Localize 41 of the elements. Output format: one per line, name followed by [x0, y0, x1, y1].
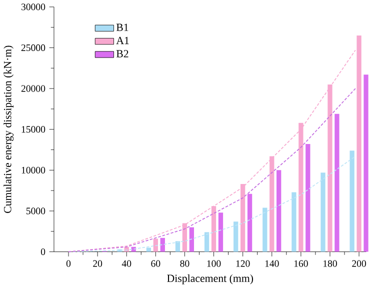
legend-label: B1: [116, 24, 128, 32]
y-tick-label: 30000: [21, 4, 46, 10]
bar: [334, 114, 340, 252]
y-tick-label: 25000: [21, 44, 46, 52]
y-tick-label: 15000: [22, 126, 46, 133]
bar: [175, 241, 180, 252]
x-axis-title: Displacement (mm): [167, 274, 254, 284]
x-tick-label: 40: [122, 260, 132, 267]
bar: [262, 208, 268, 252]
legend-label: B2: [116, 50, 128, 58]
x-tick-label: 160: [294, 260, 308, 267]
bar: [306, 144, 310, 252]
bar: [292, 192, 296, 252]
y-tick-label: 5000: [26, 208, 46, 214]
x-tick-label: 200: [352, 260, 366, 267]
bar: [320, 172, 326, 252]
x-tick-label: 100: [207, 260, 221, 267]
bar: [234, 222, 238, 252]
line-series: [68, 88, 356, 252]
x-tick-label: 140: [265, 260, 279, 267]
bar: [218, 212, 224, 252]
y-tick-label: 10000: [22, 166, 46, 174]
bar: [153, 238, 158, 252]
bar: [247, 194, 252, 252]
x-tick-label: 120: [236, 260, 250, 267]
bar: [204, 232, 210, 252]
x-tick-label: 0: [66, 260, 71, 267]
x-tick-label: 180: [323, 260, 337, 267]
bar: [364, 74, 368, 252]
bar: [276, 170, 282, 252]
legend-label: A1: [116, 36, 129, 44]
y-axis-title: Cumulative energy dissipation (kN·m): [4, 46, 14, 214]
x-tick-label: 80: [180, 260, 190, 267]
bar: [146, 248, 152, 252]
bar: [160, 238, 165, 252]
y-tick-label: 20000: [21, 85, 46, 92]
x-tick-label: 60: [151, 260, 160, 267]
bar: [189, 227, 194, 252]
x-tick-label: 20: [93, 260, 102, 267]
y-tick-label: 0: [40, 248, 46, 256]
bar: [350, 150, 354, 252]
